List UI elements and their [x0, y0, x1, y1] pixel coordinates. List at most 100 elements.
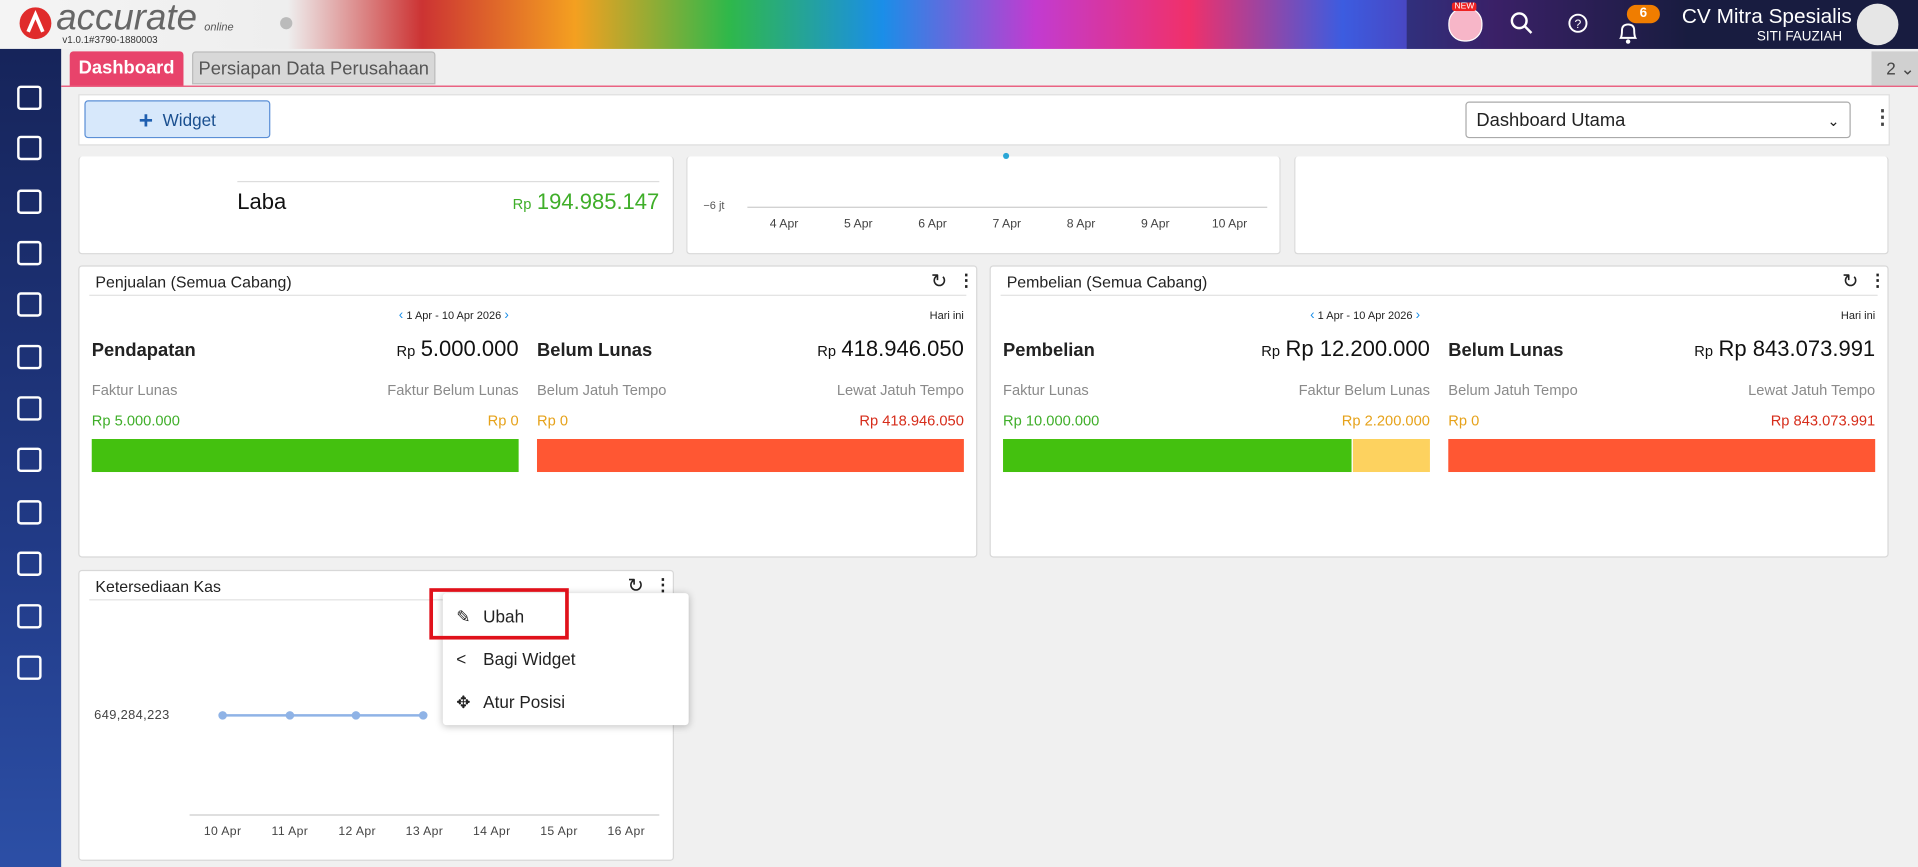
- avatar[interactable]: [1856, 3, 1899, 46]
- logo-text: accurate: [56, 0, 198, 38]
- point: [218, 711, 227, 720]
- header: [0, 0, 1918, 49]
- sub-label: Faktur Belum Lunas: [387, 381, 519, 399]
- sidebar: [0, 48, 62, 867]
- nav-icon[interactable]: [17, 447, 42, 473]
- summary-value: 5.000.000: [420, 336, 519, 361]
- sub-label: Belum Jatuh Tempo: [536, 381, 667, 399]
- logo-sub: online: [204, 20, 234, 34]
- summary-label: Pembelian: [1003, 339, 1095, 361]
- bar-segment: [536, 439, 964, 473]
- summary-value: 418.946.050: [841, 336, 964, 361]
- point: [351, 711, 361, 720]
- tab-active[interactable]: Dashboard: [69, 51, 184, 86]
- bell-icon[interactable]: [1617, 21, 1639, 45]
- header-shade: [1406, 0, 1918, 49]
- period: 1 Apr - 10 Apr 2026: [406, 309, 502, 322]
- notification-badge: 6: [1626, 4, 1660, 24]
- logo-icon: [19, 7, 52, 40]
- nav-icon[interactable]: [17, 135, 42, 161]
- widget-menu[interactable]: ⋮: [654, 574, 672, 595]
- divider: [89, 294, 967, 296]
- x-tick-label: 13 Apr: [405, 825, 444, 839]
- nav-icon[interactable]: [17, 655, 42, 680]
- menu-item[interactable]: < Bagi Widget: [456, 649, 576, 669]
- select-value: Dashboard Utama: [1476, 110, 1626, 131]
- point: [1003, 152, 1010, 159]
- company-name: CV Mitra Spesialis: [1681, 4, 1852, 29]
- summary-block: Pendapatan Rp 5.000.000 Faktur Lunas Faktur…: [91, 267, 519, 558]
- sub-amount: Rp 2.200.000: [1341, 412, 1430, 430]
- summary-amount: Rp 418.946.050: [817, 336, 964, 362]
- widget-card: Pembelian (Semua Cabang) ↻ ⋮ ‹ 1 Apr - 10 A…: [989, 265, 1889, 558]
- period-nav[interactable]: ‹ 1 Apr - 10 Apr 2026 ›: [1310, 308, 1421, 323]
- x-tick-label: 14 Apr: [472, 825, 511, 839]
- add-widget-button[interactable]: + Widget: [84, 100, 271, 139]
- summary-amount: Rp Rp 12.200.000: [1261, 336, 1430, 362]
- sub-label: Faktur Lunas: [1003, 381, 1089, 399]
- sub-label: Lewat Jatuh Tempo: [836, 381, 964, 399]
- bar-segment: [1003, 439, 1352, 473]
- nav-icon[interactable]: [17, 240, 42, 266]
- currency: Rp: [1694, 342, 1714, 360]
- refresh-icon[interactable]: ↻: [627, 575, 644, 597]
- y-axis-label: 649,284,223: [94, 708, 170, 723]
- version: v1.0.1#3790-1880003: [62, 34, 158, 46]
- summary-block: Belum Lunas Rp 418.946.050 Belum Jatuh Tem…: [536, 267, 964, 558]
- refresh-icon[interactable]: ↻: [1842, 271, 1859, 293]
- dashboard-select[interactable]: Dashboard Utama ⌄: [1465, 101, 1851, 139]
- x-tick-label: 10 Apr: [203, 825, 242, 839]
- mascot[interactable]: [1448, 7, 1483, 42]
- menu-label: Bagi Widget: [483, 649, 576, 669]
- x-tick-label: 12 Apr: [338, 825, 376, 839]
- currency: Rp: [396, 342, 416, 360]
- grid-line: [747, 206, 1268, 208]
- menu-item[interactable]: ✎ Ubah: [456, 606, 525, 627]
- search-icon[interactable]: [1509, 11, 1533, 35]
- sub-amount: Rp 10.000.000: [1003, 412, 1100, 430]
- nav-icon[interactable]: [17, 292, 42, 317]
- summary-amount: Rp Rp 843.073.991: [1694, 336, 1875, 362]
- nav-icon[interactable]: [17, 85, 42, 111]
- sub-amount: Rp 5.000.000: [91, 412, 180, 430]
- x-tick-label: 6 Apr: [918, 217, 947, 232]
- nav-icon[interactable]: [17, 551, 42, 576]
- tab[interactable]: Persiapan Data Perusahaan: [192, 51, 436, 85]
- widget-menu[interactable]: ⋮: [1869, 270, 1887, 290]
- sub-label: Lewat Jatuh Tempo: [1748, 381, 1876, 399]
- summary-label: Pendapatan: [91, 339, 196, 361]
- widget-menu[interactable]: ⋮: [957, 270, 975, 290]
- widget-title: Ketersediaan Kas: [95, 577, 221, 596]
- laba-value: 194.985.147: [536, 189, 660, 214]
- refresh-icon[interactable]: ↻: [930, 271, 948, 293]
- point: [418, 711, 428, 720]
- widget-title: Pembelian (Semua Cabang): [1006, 272, 1208, 292]
- help-icon[interactable]: ?: [1567, 12, 1589, 34]
- menu-item[interactable]: ✥ Atur Posisi: [456, 692, 566, 712]
- bar-segment: [1448, 439, 1876, 473]
- tab-count[interactable]: 2 ⌄: [1871, 51, 1918, 86]
- laba-card: Laba Rp 194.985.147: [78, 156, 674, 255]
- sub-amount: Rp 843.073.991: [1770, 412, 1876, 430]
- widget-title: Penjualan (Semua Cabang): [95, 272, 292, 292]
- laba-label: Laba: [237, 189, 287, 214]
- menu-label: Ubah: [483, 606, 525, 627]
- period-nav[interactable]: ‹ 1 Apr - 10 Apr 2026 ›: [398, 308, 509, 323]
- toolbar-menu[interactable]: ⋮: [1872, 107, 1893, 129]
- nav-icon[interactable]: [17, 500, 42, 525]
- x-tick-label: 8 Apr: [1066, 217, 1096, 232]
- nav-icon[interactable]: [17, 604, 42, 629]
- progress-bar: [1448, 439, 1876, 473]
- button-label: Widget: [162, 110, 216, 130]
- summary-label: Belum Lunas: [536, 339, 653, 361]
- x-tick-label: 4 Apr: [769, 217, 799, 232]
- x-tick-label: 11 Apr: [271, 825, 309, 839]
- divider: [89, 599, 662, 601]
- nav-icon[interactable]: [17, 189, 42, 214]
- nav-icon[interactable]: [17, 396, 42, 421]
- sub-amount: Rp 0: [536, 412, 569, 430]
- chart-card: −6 jt 4 Apr 5 Apr 6 Apr 7 Apr 8 Apr 9 Apr 10 A…: [686, 152, 1281, 255]
- nav-icon[interactable]: [17, 344, 42, 370]
